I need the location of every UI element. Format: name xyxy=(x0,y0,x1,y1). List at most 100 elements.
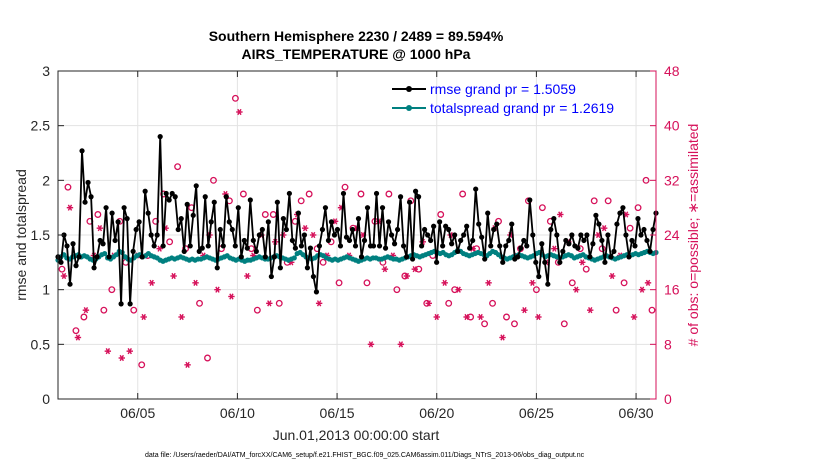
possible-obs-marker xyxy=(253,306,261,314)
assimilated-obs-marker xyxy=(96,225,104,232)
rmse-point xyxy=(620,205,626,211)
rmse-point xyxy=(536,273,542,280)
rmse-point xyxy=(394,226,401,233)
rmse-point xyxy=(569,232,575,238)
possible-obs-marker xyxy=(72,327,80,335)
rmse-point xyxy=(506,237,512,244)
rmse-point xyxy=(211,199,217,205)
rmse-point xyxy=(382,245,389,251)
rmse-point xyxy=(259,226,265,233)
x-tick-label: 06/05 xyxy=(120,405,155,421)
rmse-point xyxy=(376,243,383,249)
y-left-tick-label: 1 xyxy=(42,282,50,298)
rmse-point xyxy=(124,216,130,222)
rmse-point xyxy=(337,243,344,249)
rmse-point xyxy=(67,281,73,287)
rmse-point xyxy=(349,226,356,233)
rmse-point xyxy=(292,245,298,251)
rmse-point xyxy=(500,259,506,265)
rmse-point xyxy=(157,134,163,140)
rmse-point xyxy=(193,183,199,189)
rmse-point xyxy=(458,237,464,244)
rmse-point xyxy=(596,221,602,227)
rmse-point xyxy=(85,179,91,186)
rmse-point xyxy=(214,265,220,271)
assimilated-obs-marker xyxy=(425,300,432,307)
rmse-point xyxy=(340,190,347,197)
rmse-point xyxy=(226,219,232,225)
rmse-point xyxy=(533,259,539,265)
y-left-tick-label: 2 xyxy=(42,172,50,188)
possible-obs-marker xyxy=(108,286,116,294)
x-tick-label: 06/15 xyxy=(320,405,355,421)
y-left-tick-label: 0.5 xyxy=(31,336,51,352)
rmse-point xyxy=(464,223,470,229)
rmse-point xyxy=(151,243,157,249)
rmse-point xyxy=(440,243,446,249)
x-tick-label: 06/25 xyxy=(519,405,554,421)
rmse-point xyxy=(250,237,256,244)
possible-obs-marker xyxy=(94,211,102,218)
rmse-point xyxy=(199,245,205,251)
rmse-point xyxy=(70,241,76,247)
assimilated-obs-marker xyxy=(60,272,68,280)
rmse-point xyxy=(184,201,190,207)
possible-obs-marker xyxy=(297,197,305,205)
legend-spread-label: totalspread grand pr = 1.2619 xyxy=(430,100,614,116)
rmse-point xyxy=(515,254,521,260)
assimilated-obs-marker xyxy=(301,225,309,232)
possible-obs-marker xyxy=(532,286,540,294)
rmse-point xyxy=(518,245,524,251)
rmse-point xyxy=(476,221,482,227)
rmse-point xyxy=(611,248,617,254)
rmse-point xyxy=(479,234,485,240)
rmse-point xyxy=(328,219,335,225)
rmse-point xyxy=(295,210,302,216)
rmse-point xyxy=(422,226,428,233)
rmse-point xyxy=(488,243,494,249)
rmse-point xyxy=(166,197,172,203)
possible-obs-marker xyxy=(648,306,656,314)
possible-obs-marker xyxy=(239,190,247,198)
rmse-point xyxy=(136,219,142,225)
assimilated-obs-marker xyxy=(587,307,594,314)
rmse-point xyxy=(437,219,443,225)
y-left-tick-label: 3 xyxy=(42,63,50,79)
possible-obs-marker xyxy=(210,176,217,184)
rmse-point xyxy=(178,216,184,222)
rmse-point xyxy=(403,254,410,260)
rmse-point xyxy=(223,194,229,200)
assimilated-obs-marker xyxy=(521,307,528,314)
rmse-point xyxy=(578,232,584,238)
rmse-point xyxy=(148,232,154,238)
rmse-point xyxy=(461,232,467,238)
rmse-point xyxy=(286,190,292,197)
assimilated-obs-marker xyxy=(600,225,608,232)
rmse-point xyxy=(274,199,280,205)
possible-obs-marker xyxy=(138,361,146,369)
rmse-line xyxy=(57,135,657,305)
assimilated-obs-marker xyxy=(403,272,411,280)
assimilated-obs-marker xyxy=(535,313,542,321)
rmse-point xyxy=(361,237,368,244)
rmse-point xyxy=(208,219,214,225)
rmse-point xyxy=(307,245,314,251)
rmse-point xyxy=(491,226,497,233)
totalspread-point xyxy=(291,255,297,261)
rmse-point xyxy=(575,245,581,251)
rmse-point xyxy=(494,221,500,227)
rmse-point xyxy=(160,243,166,249)
rmse-point xyxy=(590,241,596,247)
rmse-point xyxy=(388,232,395,238)
possible-obs-marker xyxy=(80,313,88,321)
rmse-point xyxy=(416,194,422,200)
rmse-point xyxy=(331,232,338,238)
possible-obs-marker xyxy=(363,279,371,287)
totalspread-point xyxy=(102,250,108,257)
rmse-point xyxy=(431,223,437,229)
rmse-point xyxy=(115,219,121,225)
rmse-point xyxy=(566,241,572,247)
rmse-point xyxy=(97,237,103,244)
rmse-point xyxy=(355,216,362,222)
assimilated-obs-marker xyxy=(557,211,564,218)
